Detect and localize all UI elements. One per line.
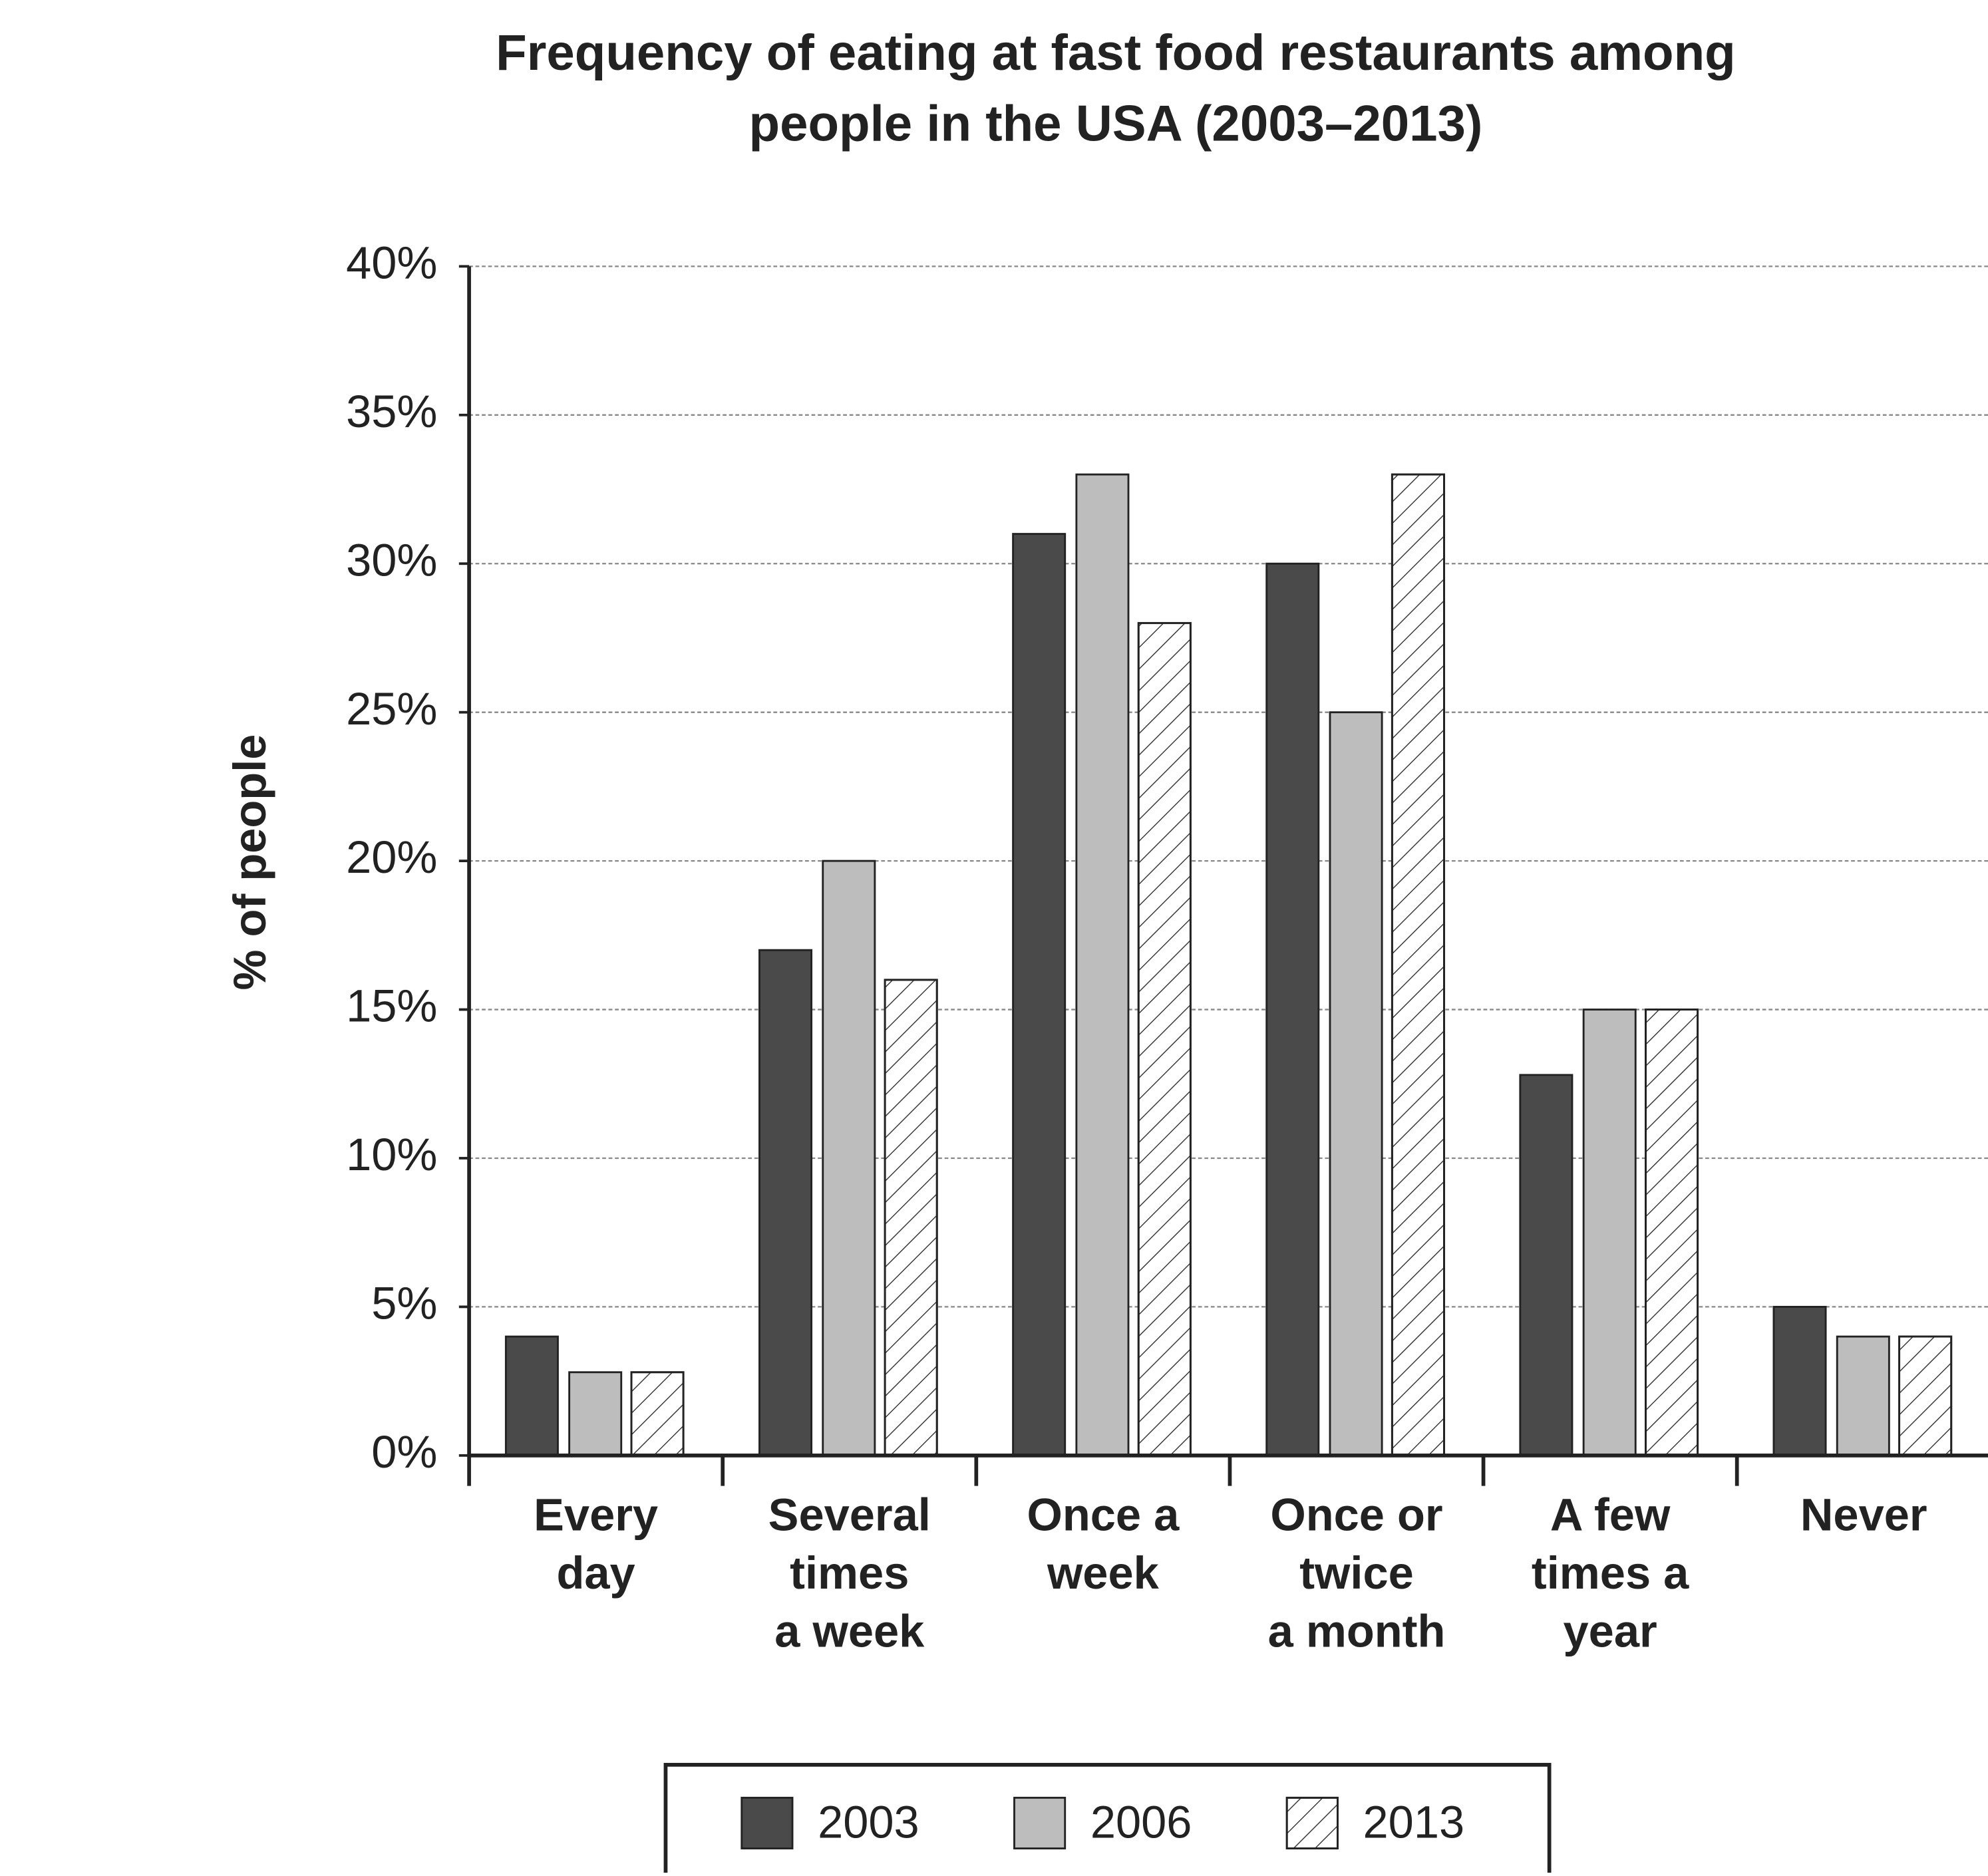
- bar: [1075, 473, 1130, 1457]
- bar-hatch: [1137, 622, 1192, 1457]
- bar: [568, 1371, 623, 1457]
- bar: [1645, 1009, 1699, 1457]
- x-label-box: A few times a year: [1531, 1488, 1689, 1657]
- bar: [1772, 1305, 1827, 1457]
- x-label-box: Once or twice a month: [1267, 1488, 1446, 1657]
- bar-fill: [568, 1371, 623, 1457]
- bar: [1137, 622, 1192, 1457]
- bar-fill: [1772, 1305, 1827, 1457]
- bar: [1519, 1074, 1574, 1457]
- y-axis-label: % of people: [224, 734, 275, 991]
- legend-box: [663, 1762, 1552, 1876]
- bar-fill: [1265, 562, 1320, 1457]
- bar-fill: [1075, 473, 1130, 1457]
- x-label-box: Every day: [534, 1488, 659, 1599]
- y-tick-label: 20%: [346, 832, 437, 883]
- bar-hatch: [1898, 1335, 1953, 1457]
- bar: [1012, 533, 1067, 1457]
- y-tick-label: 25%: [346, 683, 437, 734]
- bar: [1391, 473, 1445, 1457]
- bar-fill: [822, 860, 876, 1457]
- x-tick-label: Every day: [534, 1488, 659, 1599]
- bar-hatch: [1645, 1009, 1699, 1457]
- bar-fill: [1329, 711, 1383, 1457]
- x-tick-label: Once a week: [1027, 1488, 1180, 1599]
- y-tick-label: 0%: [371, 1426, 437, 1478]
- y-tick-label: 10%: [346, 1129, 437, 1180]
- title-box: Frequency of eating at fast food restaur…: [496, 25, 1736, 152]
- y-tick-label: 15%: [346, 981, 437, 1032]
- x-tick-label: Once or twice a month: [1267, 1488, 1446, 1657]
- bar: [1265, 562, 1320, 1457]
- bar: [884, 979, 938, 1457]
- bar: [758, 949, 813, 1457]
- bar-fill: [1582, 1009, 1637, 1457]
- x-tick-label: A few times a year: [1531, 1488, 1689, 1657]
- y-tick-label: 35%: [346, 386, 437, 437]
- bar-fill: [1012, 533, 1067, 1457]
- x-label-box: Several times a week: [768, 1488, 931, 1657]
- legend-label: 2006: [1090, 1796, 1192, 1847]
- legend-swatch: [741, 1796, 794, 1850]
- legend-swatch: [1013, 1796, 1067, 1850]
- bar: [1582, 1009, 1637, 1457]
- bar-fill: [1836, 1335, 1890, 1457]
- legend-label: 2013: [1363, 1796, 1465, 1847]
- bar-hatch: [1391, 473, 1445, 1457]
- y-tick-label: 40%: [346, 237, 437, 289]
- bar: [822, 860, 876, 1457]
- x-tick-label: Several times a week: [768, 1488, 931, 1657]
- chart-title: Frequency of eating at fast food restaur…: [496, 25, 1736, 152]
- bar: [1329, 711, 1383, 1457]
- bar-fill: [504, 1335, 559, 1457]
- x-tick-label: Never: [1800, 1488, 1927, 1541]
- bar-hatch: [884, 979, 938, 1457]
- bar-fill: [1519, 1074, 1574, 1457]
- bar: [1898, 1335, 1953, 1457]
- bar: [504, 1335, 559, 1457]
- bar: [630, 1371, 685, 1457]
- x-label-box: Never: [1800, 1488, 1927, 1541]
- legend-hatch: [1285, 1796, 1339, 1850]
- y-tick-label: 5%: [371, 1278, 437, 1329]
- x-label-box: Once a week: [1027, 1488, 1180, 1599]
- legend-label: 2003: [818, 1796, 919, 1847]
- bar: [1836, 1335, 1890, 1457]
- y-tick-label: 30%: [346, 534, 437, 585]
- bar-fill: [758, 949, 813, 1457]
- bar-hatch: [630, 1371, 685, 1457]
